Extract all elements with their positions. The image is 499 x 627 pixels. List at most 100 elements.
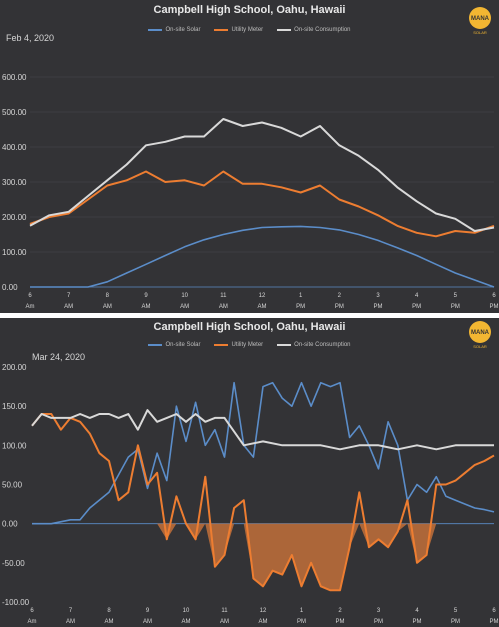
x-tick-label: 7: [67, 293, 71, 299]
legend-label-solar: On-site Solar: [165, 342, 201, 348]
x-tick-label: 2: [338, 608, 342, 614]
x-tick-sublabel: PM: [451, 304, 460, 310]
y-tick-label: 0.00: [2, 520, 18, 529]
chart-legend: On-site Solar Utility Meter On-site Cons…: [0, 27, 499, 33]
x-tick-label: 1: [299, 293, 303, 299]
x-tick-label: 3: [376, 293, 380, 299]
x-tick-sublabel: PM: [412, 304, 421, 310]
x-tick-label: 2: [338, 293, 342, 299]
x-tick-label: 3: [377, 608, 381, 614]
x-tick-label: 6: [492, 293, 496, 299]
series-line-solar: [32, 381, 495, 525]
x-tick-label: 11: [221, 608, 228, 614]
chart-panel-feb: Campbell High School, Oahu, Hawaii On-si…: [0, 0, 499, 313]
x-tick-sublabel: AM: [219, 304, 228, 310]
logo-subtext: SOLAR: [473, 344, 487, 349]
x-tick-sublabel: AM: [142, 304, 151, 310]
mana-solar-logo: MANA SOLAR: [469, 321, 491, 349]
x-tick-sublabel: PM: [374, 304, 383, 310]
chart-legend: On-site Solar Utility Meter On-site Cons…: [0, 342, 499, 348]
x-tick-sublabel: Am: [26, 304, 35, 310]
legend-swatch-solar: [148, 344, 163, 346]
x-tick-label: 5: [454, 608, 458, 614]
legend-label-consumption: On-site Consumption: [294, 27, 351, 33]
y-tick-label: 300.00: [2, 178, 27, 187]
x-tick-sublabel: PM: [451, 619, 460, 625]
mana-solar-logo: MANA SOLAR: [469, 7, 491, 35]
y-tick-label: 50.00: [2, 481, 23, 490]
line-chart-feb: 0.00 100.00 200.00 300.00 400.00 500.00 600.00…: [2, 73, 499, 310]
logo-text: MANA: [471, 16, 490, 22]
x-tick-sublabel: AM: [66, 619, 75, 625]
x-tick-label: 4: [415, 293, 419, 299]
x-tick-sublabel: PM: [297, 619, 306, 625]
x-tick-sublabel: AM: [103, 304, 112, 310]
x-tick-sublabel: PM: [335, 304, 344, 310]
x-tick-label: 6: [492, 608, 496, 614]
legend-item-consumption: On-site Consumption: [277, 27, 351, 33]
legend-label-meter: Utility Meter: [231, 27, 264, 33]
y-tick-label: 500.00: [2, 108, 27, 117]
chart-title: Campbell High School, Oahu, Hawaii: [153, 321, 346, 333]
legend-item-meter: Utility Meter: [214, 27, 263, 33]
x-tick-label: 12: [260, 608, 267, 614]
x-tick-sublabel: AM: [105, 619, 114, 625]
legend-item-solar: On-site Solar: [148, 342, 200, 348]
x-tick-sublabel: PM: [413, 619, 422, 625]
y-tick-label: -50.00: [2, 559, 25, 568]
legend-label-solar: On-site Solar: [165, 27, 201, 33]
series-line-consumption: [29, 118, 495, 232]
legend-label-meter: Utility Meter: [231, 342, 264, 348]
x-tick-label: 9: [146, 608, 150, 614]
x-tick-sublabel: PM: [490, 304, 499, 310]
x-tick-label: 11: [220, 293, 227, 299]
x-tick-sublabel: PM: [296, 304, 305, 310]
x-tick-sublabel: AM: [259, 619, 268, 625]
x-tick-sublabel: PM: [374, 619, 383, 625]
series-line-meter: [29, 170, 495, 238]
logo-sun-icon: [469, 7, 491, 29]
series-line-meter: [31, 413, 495, 592]
x-tick-sublabel: AM: [220, 619, 229, 625]
legend-label-consumption: On-site Consumption: [294, 342, 351, 348]
x-tick-label: 5: [454, 293, 458, 299]
x-tick-label: 7: [69, 608, 73, 614]
x-tick-sublabel: Am: [28, 619, 37, 625]
panel-divider: [0, 313, 499, 318]
x-tick-label: 10: [181, 293, 188, 299]
y-tick-label: 150.00: [2, 402, 27, 411]
series-line-solar: [30, 225, 495, 288]
legend-item-consumption: On-site Consumption: [277, 342, 351, 348]
logo-sun-icon: [469, 321, 491, 343]
y-tick-label: 100.00: [2, 248, 27, 257]
x-tick-sublabel: PM: [336, 619, 345, 625]
series-line-consumption: [31, 409, 494, 451]
date-label: Feb 4, 2020: [6, 33, 55, 43]
x-tick-sublabel: AM: [258, 304, 267, 310]
x-tick-label: 8: [106, 293, 110, 299]
y-tick-label: 0.00: [2, 283, 18, 292]
x-tick-sublabel: AM: [143, 619, 152, 625]
x-tick-label: 10: [183, 608, 190, 614]
y-tick-label: 100.00: [2, 441, 27, 450]
y-tick-label: 400.00: [2, 143, 27, 152]
legend-item-solar: On-site Solar: [148, 27, 200, 33]
x-tick-sublabel: AM: [182, 619, 191, 625]
line-chart-mar: -100.00 -50.00 0.00 50.00 100.00 150.00 200.00…: [2, 363, 499, 625]
y-tick-label: 200.00: [2, 213, 27, 222]
negative-area-fill: [32, 523, 494, 591]
x-tick-label: 8: [107, 608, 111, 614]
chart-title: Campbell High School, Oahu, Hawaii: [153, 4, 346, 16]
legend-swatch-meter: [214, 344, 229, 346]
y-tick-label: 600.00: [2, 73, 27, 82]
legend-swatch-meter: [214, 29, 229, 31]
legend-swatch-solar: [148, 29, 163, 31]
x-tick-label: 12: [259, 293, 266, 299]
legend-swatch-consumption: [277, 29, 292, 31]
x-tick-label: 6: [28, 293, 32, 299]
x-tick-label: 6: [30, 608, 34, 614]
x-tick-sublabel: AM: [64, 304, 73, 310]
x-tick-label: 9: [144, 293, 148, 299]
x-tick-label: 4: [415, 608, 419, 614]
y-tick-label: -100.00: [2, 598, 30, 607]
